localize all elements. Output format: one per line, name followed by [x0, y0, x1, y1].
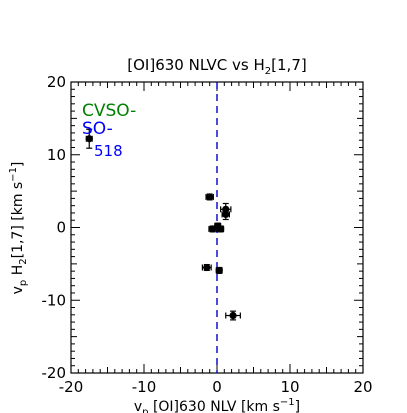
axis-ticks — [70, 81, 364, 374]
point-marker — [222, 210, 230, 219]
y-tick-label: 20 — [47, 73, 66, 91]
y-axis-label: vp H2[1,7] [km s−1] — [8, 162, 29, 295]
data-points — [85, 128, 241, 321]
data-point — [225, 310, 241, 321]
y-tick-label: -10 — [42, 291, 67, 309]
y-tick-label: 10 — [47, 146, 66, 164]
data-point — [201, 263, 212, 272]
x-tick-label: 20 — [353, 378, 372, 396]
x-axis-label: vp [OI]630 NLV [km s−1] — [134, 397, 300, 413]
chart-title: [OI]630 NLVC vs H2[1,7] — [127, 56, 306, 77]
x-tick-label: -10 — [132, 378, 157, 396]
data-point — [85, 128, 93, 149]
data-point — [217, 225, 225, 233]
y-tick-label: 0 — [56, 219, 66, 237]
tick-labels: -20 -10 0 10 20 -20 -10 0 10 20 — [42, 73, 373, 396]
annotation-cvso: CVSO- — [82, 101, 136, 121]
point-marker — [229, 311, 237, 320]
x-tick-label: 10 — [280, 378, 299, 396]
point-marker — [217, 225, 225, 233]
data-point — [205, 193, 214, 201]
x-tick-label: -20 — [59, 378, 84, 396]
point-marker — [206, 193, 214, 201]
y-tick-label: -20 — [42, 364, 67, 382]
annotation-so: SO- — [82, 119, 113, 139]
data-point — [221, 208, 231, 221]
point-marker — [85, 135, 93, 143]
point-marker — [215, 266, 223, 275]
point-marker — [203, 263, 211, 272]
x-tick-label: 0 — [212, 378, 222, 396]
annotation-518: 518 — [94, 142, 123, 160]
data-point — [215, 266, 223, 275]
